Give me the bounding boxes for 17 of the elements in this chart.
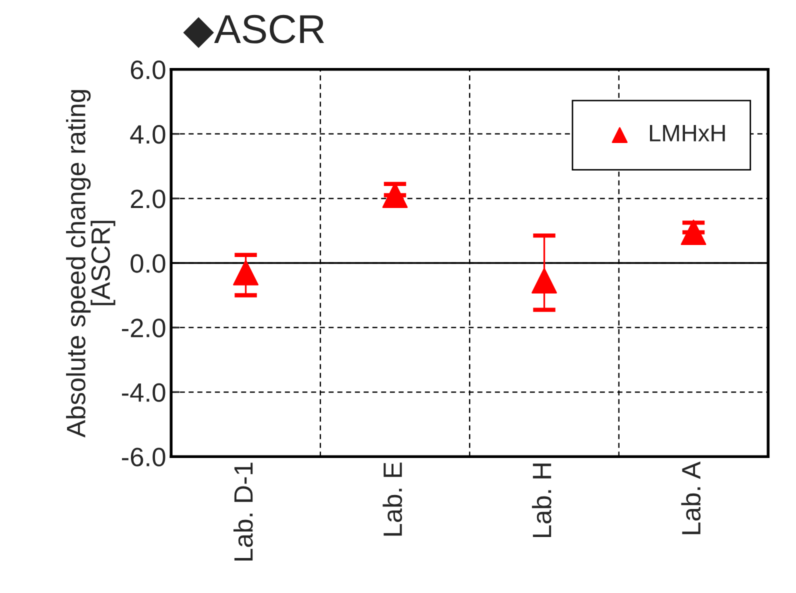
y-tick-label: 2.0 bbox=[130, 190, 166, 208]
y-tick-label: -2.0 bbox=[122, 318, 166, 338]
y-tick-label: 6.0 bbox=[130, 60, 166, 80]
x-tick-label: Lab. D-1 bbox=[233, 462, 253, 561]
point bbox=[680, 220, 706, 246]
x-tick-label: Lab. E bbox=[382, 462, 402, 536]
y-tick-label: -6.0 bbox=[122, 448, 166, 466]
y-tick-label: 0.0 bbox=[130, 254, 166, 273]
x-tick-label: Lab. A bbox=[681, 462, 701, 534]
x-tick-label: Lab. H bbox=[532, 464, 552, 538]
y-tick-label: -4.0 bbox=[122, 383, 166, 402]
legend-label: LMHxH bbox=[650, 125, 725, 142]
y-axis-title: Absolute speed change rating [ASCR] bbox=[66, 90, 116, 438]
point bbox=[233, 260, 258, 286]
point bbox=[532, 268, 557, 294]
chart-title: ◆ASCR bbox=[183, 14, 324, 48]
y-tick-label: 4.0 bbox=[130, 125, 166, 144]
